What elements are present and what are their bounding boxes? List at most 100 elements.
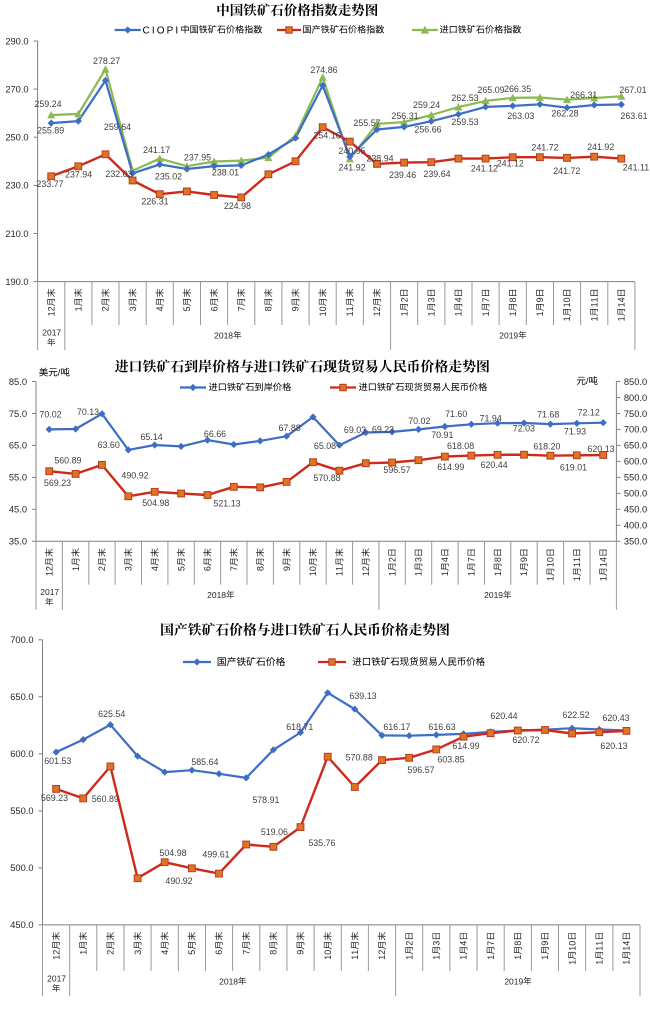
- svg-text:1: 1: [78, 950, 88, 955]
- svg-text:620.44: 620.44: [481, 460, 508, 470]
- svg-text:8: 8: [493, 557, 503, 562]
- svg-text:1: 1: [617, 302, 627, 307]
- svg-text:230.0: 230.0: [5, 181, 28, 191]
- svg-text:1: 1: [404, 955, 414, 960]
- svg-text:226.31: 226.31: [141, 197, 168, 207]
- svg-text:3: 3: [432, 941, 442, 946]
- svg-text:63.60: 63.60: [98, 440, 120, 450]
- svg-text:5: 5: [187, 950, 197, 955]
- svg-text:500.0: 500.0: [624, 489, 647, 499]
- svg-text:600.0: 600.0: [624, 457, 647, 467]
- svg-text:274.86: 274.86: [310, 65, 337, 75]
- svg-text:210.0: 210.0: [5, 229, 28, 239]
- svg-text:259.24: 259.24: [34, 99, 61, 109]
- svg-text:620.44: 620.44: [490, 711, 517, 721]
- svg-text:1: 1: [318, 311, 328, 316]
- svg-text:1: 1: [74, 306, 84, 311]
- svg-text:490.92: 490.92: [121, 471, 148, 481]
- svg-text:1: 1: [622, 946, 632, 951]
- svg-text:9: 9: [282, 566, 292, 571]
- svg-text:72.03: 72.03: [513, 424, 535, 434]
- svg-text:1: 1: [308, 571, 318, 576]
- svg-text:3: 3: [128, 306, 138, 311]
- svg-text:0: 0: [562, 297, 572, 302]
- svg-text:4: 4: [155, 306, 165, 311]
- svg-text:1: 1: [335, 571, 345, 576]
- svg-text:3: 3: [124, 566, 134, 571]
- svg-text:241.72: 241.72: [531, 143, 558, 153]
- svg-text:255.89: 255.89: [37, 126, 64, 136]
- svg-text:2: 2: [97, 566, 107, 571]
- svg-text:6: 6: [214, 950, 224, 955]
- svg-text:1: 1: [595, 941, 605, 946]
- svg-text:569.23: 569.23: [41, 793, 68, 803]
- svg-text:1: 1: [350, 950, 360, 955]
- svg-text:7: 7: [236, 306, 246, 311]
- svg-text:265.09: 265.09: [477, 85, 504, 95]
- svg-text:618.71: 618.71: [286, 722, 313, 732]
- svg-text:70.02: 70.02: [39, 409, 61, 419]
- svg-text:700.0: 700.0: [10, 635, 33, 645]
- svg-text:45.0: 45.0: [9, 505, 27, 515]
- svg-text:1: 1: [546, 576, 556, 581]
- svg-text:596.57: 596.57: [407, 765, 434, 775]
- svg-text:55.0: 55.0: [9, 473, 27, 483]
- svg-text:9: 9: [291, 306, 301, 311]
- svg-text:400.0: 400.0: [624, 521, 647, 531]
- svg-text:1: 1: [562, 302, 572, 307]
- svg-text:750.0: 750.0: [624, 409, 647, 419]
- svg-text:241.72: 241.72: [553, 166, 580, 176]
- svg-text:1: 1: [535, 311, 545, 316]
- svg-text:4: 4: [440, 557, 450, 562]
- svg-text:1: 1: [335, 566, 345, 571]
- svg-text:1: 1: [432, 955, 442, 960]
- svg-text:2: 2: [46, 306, 56, 311]
- svg-text:1: 1: [589, 316, 599, 321]
- svg-text:2018: 2018: [219, 976, 238, 986]
- svg-text:0: 0: [318, 306, 328, 311]
- svg-text:600.0: 600.0: [10, 749, 33, 759]
- svg-text:1: 1: [399, 311, 409, 316]
- svg-text:800.0: 800.0: [624, 393, 647, 403]
- svg-text:2017: 2017: [47, 973, 66, 983]
- svg-text:2018: 2018: [207, 590, 226, 600]
- svg-text:266.35: 266.35: [504, 84, 531, 94]
- svg-text:535.76: 535.76: [308, 838, 335, 848]
- svg-text:8: 8: [269, 950, 279, 955]
- svg-text:85.0: 85.0: [9, 377, 27, 387]
- svg-text:5: 5: [182, 306, 192, 311]
- svg-text:262.28: 262.28: [551, 109, 578, 119]
- svg-text:4: 4: [598, 557, 608, 562]
- svg-text:1: 1: [377, 955, 387, 960]
- svg-text:233.77: 233.77: [36, 179, 63, 189]
- svg-text:267.01: 267.01: [619, 85, 646, 95]
- svg-text:618.20: 618.20: [533, 441, 560, 451]
- svg-text:578.91: 578.91: [252, 795, 279, 805]
- svg-text:2018: 2018: [214, 331, 233, 341]
- svg-text:2: 2: [399, 297, 409, 302]
- svg-text:71.94: 71.94: [480, 414, 502, 424]
- svg-text:700.0: 700.0: [624, 425, 647, 435]
- svg-text:/: /: [58, 368, 61, 379]
- svg-text:263.03: 263.03: [507, 111, 534, 121]
- svg-text:259.64: 259.64: [104, 122, 131, 132]
- svg-text:1: 1: [589, 297, 599, 302]
- svg-text:1: 1: [459, 955, 469, 960]
- svg-text:601.53: 601.53: [44, 756, 71, 766]
- svg-text:9: 9: [540, 941, 550, 946]
- svg-text:620.13: 620.13: [587, 444, 614, 454]
- svg-text:618.08: 618.08: [447, 441, 474, 451]
- svg-text:4: 4: [617, 297, 627, 302]
- svg-text:2: 2: [51, 950, 61, 955]
- svg-text:1: 1: [617, 316, 627, 321]
- svg-text:7: 7: [486, 941, 496, 946]
- svg-text:1: 1: [440, 571, 450, 576]
- svg-text:241.12: 241.12: [471, 164, 498, 174]
- svg-text:1: 1: [622, 960, 632, 965]
- svg-text:71.93: 71.93: [564, 427, 586, 437]
- svg-text:350.0: 350.0: [624, 537, 647, 547]
- svg-text:1: 1: [546, 562, 556, 567]
- svg-text:850.0: 850.0: [624, 377, 647, 387]
- svg-text:71.68: 71.68: [537, 410, 559, 420]
- svg-text:240.95: 240.95: [338, 146, 365, 156]
